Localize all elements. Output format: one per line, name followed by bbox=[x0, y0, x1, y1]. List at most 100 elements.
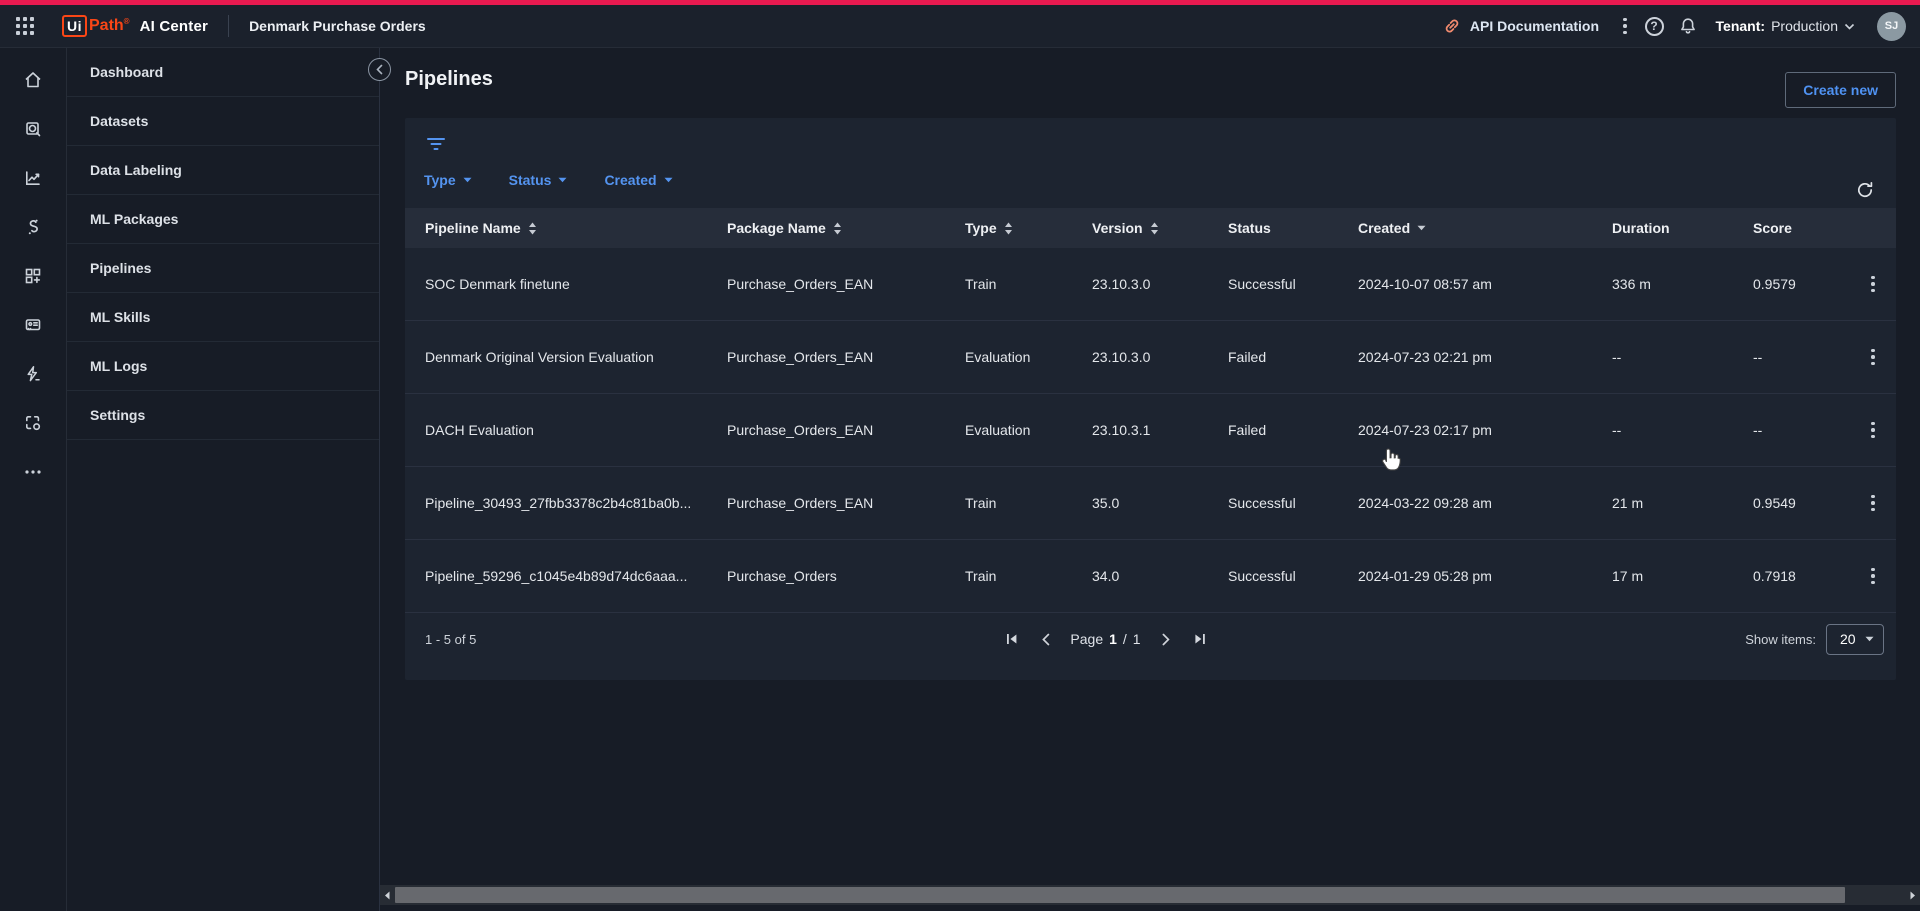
table-footer: 1 - 5 of 5 Page 1 / 1 bbox=[405, 613, 1896, 665]
scroll-right-icon[interactable] bbox=[1906, 891, 1920, 900]
dashboard-icon[interactable] bbox=[23, 70, 43, 90]
filter-created[interactable]: Created bbox=[604, 172, 673, 188]
previous-page-button[interactable] bbox=[1034, 629, 1056, 650]
ml-skills-icon[interactable] bbox=[23, 315, 43, 335]
cell-type: Evaluation bbox=[965, 422, 1031, 438]
last-page-button[interactable] bbox=[1187, 628, 1213, 650]
cell-pipeline-name: Denmark Original Version Evaluation bbox=[425, 349, 654, 365]
sidebar: Dashboard Datasets Data Labeling ML Pack… bbox=[67, 48, 391, 911]
ml-logs-icon[interactable] bbox=[23, 364, 43, 384]
page-size-select[interactable]: 20 bbox=[1826, 623, 1884, 655]
cell-created: 2024-07-23 02:21 pm bbox=[1358, 349, 1492, 365]
row-actions-menu-icon[interactable] bbox=[1867, 418, 1879, 443]
product-name: AI Center bbox=[139, 17, 209, 35]
avatar[interactable]: SJ bbox=[1877, 11, 1906, 41]
cell-created: 2024-03-22 09:28 am bbox=[1358, 495, 1492, 511]
cell-package-name: Purchase_Orders bbox=[727, 568, 837, 584]
next-page-button[interactable] bbox=[1155, 629, 1177, 650]
ml-packages-icon[interactable] bbox=[23, 217, 43, 237]
brand-accent-bar bbox=[0, 0, 1920, 5]
datasets-icon[interactable] bbox=[23, 119, 43, 139]
table-header: Pipeline Name Package Name Type Version … bbox=[405, 208, 1896, 248]
column-duration[interactable]: Duration bbox=[1612, 220, 1670, 236]
horizontal-scrollbar[interactable] bbox=[380, 885, 1920, 905]
column-package-name[interactable]: Package Name bbox=[727, 220, 965, 236]
help-icon[interactable]: ? bbox=[1644, 16, 1664, 36]
sidebar-item-ml-skills[interactable]: ML Skills bbox=[67, 293, 379, 342]
sidebar-item-ml-logs[interactable]: ML Logs bbox=[67, 342, 379, 391]
column-created[interactable]: Created bbox=[1358, 220, 1612, 236]
notifications-icon[interactable] bbox=[1678, 16, 1698, 36]
page-title: Pipelines bbox=[405, 68, 493, 90]
cell-status: Successful bbox=[1228, 495, 1296, 511]
column-type[interactable]: Type bbox=[965, 220, 1092, 236]
chevron-down-icon bbox=[1865, 636, 1874, 642]
cell-status: Failed bbox=[1228, 422, 1267, 438]
sidebar-item-settings[interactable]: Settings bbox=[67, 391, 379, 440]
results-range: 1 - 5 of 5 bbox=[425, 631, 477, 647]
row-actions-menu-icon[interactable] bbox=[1867, 345, 1879, 370]
sidebar-item-pipelines[interactable]: Pipelines bbox=[67, 244, 379, 293]
row-actions-menu-icon[interactable] bbox=[1867, 491, 1879, 516]
table-row[interactable]: SOC Denmark finetune Purchase_Orders_EAN… bbox=[405, 248, 1896, 321]
topbar-overflow-menu-icon[interactable] bbox=[1619, 14, 1631, 39]
column-pipeline-name[interactable]: Pipeline Name bbox=[425, 220, 727, 236]
sort-icon bbox=[528, 222, 536, 234]
uipath-logo-mark: Ui bbox=[62, 15, 87, 37]
icon-rail bbox=[0, 48, 67, 911]
settings-icon[interactable] bbox=[23, 413, 43, 433]
app-launcher-icon[interactable] bbox=[16, 17, 34, 35]
sort-icon bbox=[833, 222, 841, 234]
sidebar-collapse-button[interactable] bbox=[368, 58, 391, 81]
cell-version: 23.10.3.0 bbox=[1092, 349, 1151, 365]
sidebar-item-data-labeling[interactable]: Data Labeling bbox=[67, 146, 379, 195]
cell-score: -- bbox=[1753, 422, 1763, 438]
table-row[interactable]: Denmark Original Version Evaluation Purc… bbox=[405, 321, 1896, 394]
create-new-button[interactable]: Create new bbox=[1785, 72, 1896, 108]
link-icon bbox=[1442, 16, 1462, 36]
total-pages: 1 bbox=[1132, 631, 1141, 647]
cell-package-name: Purchase_Orders_EAN bbox=[727, 276, 874, 292]
data-labeling-icon[interactable] bbox=[23, 168, 43, 188]
filter-status[interactable]: Status bbox=[509, 172, 568, 188]
column-version[interactable]: Version bbox=[1092, 220, 1228, 236]
cell-duration: 336 m bbox=[1612, 276, 1651, 292]
row-actions-menu-icon[interactable] bbox=[1867, 272, 1879, 297]
cell-status: Successful bbox=[1228, 276, 1296, 292]
cell-version: 34.0 bbox=[1092, 568, 1120, 584]
chevron-down-icon bbox=[1844, 23, 1855, 30]
table-row[interactable]: Pipeline_30493_27fbb3378c2b4c81ba0b... P… bbox=[405, 467, 1896, 540]
table-row[interactable]: DACH Evaluation Purchase_Orders_EAN Eval… bbox=[405, 394, 1896, 467]
chevron-left-icon bbox=[376, 64, 383, 75]
cell-status: Failed bbox=[1228, 349, 1267, 365]
filter-type[interactable]: Type bbox=[424, 172, 472, 188]
column-score[interactable]: Score bbox=[1753, 220, 1792, 236]
table-row[interactable]: Pipeline_59296_c1045e4b89d74dc6aaa... Pu… bbox=[405, 540, 1896, 613]
scroll-left-icon[interactable] bbox=[380, 891, 394, 900]
app-body: Dashboard Datasets Data Labeling ML Pack… bbox=[0, 48, 1920, 911]
cell-pipeline-name: DACH Evaluation bbox=[425, 422, 534, 438]
api-documentation-link[interactable]: API Documentation bbox=[1442, 16, 1599, 36]
column-status[interactable]: Status bbox=[1228, 220, 1271, 236]
cell-type: Train bbox=[965, 568, 997, 584]
pipelines-icon[interactable] bbox=[23, 266, 43, 286]
chevron-down-icon bbox=[558, 177, 567, 183]
cell-package-name: Purchase_Orders_EAN bbox=[727, 422, 874, 438]
first-page-button[interactable] bbox=[998, 628, 1024, 650]
row-actions-menu-icon[interactable] bbox=[1867, 564, 1879, 589]
sidebar-item-datasets[interactable]: Datasets bbox=[67, 97, 379, 146]
filter-icon[interactable] bbox=[405, 118, 451, 152]
more-icon[interactable] bbox=[23, 462, 43, 482]
cell-duration: -- bbox=[1612, 422, 1622, 438]
sidebar-item-dashboard[interactable]: Dashboard bbox=[67, 48, 379, 97]
topbar: Ui Path® AI Center Denmark Purchase Orde… bbox=[0, 5, 1920, 48]
sort-desc-icon bbox=[1417, 225, 1426, 231]
cell-type: Evaluation bbox=[965, 349, 1031, 365]
tenant-selector[interactable]: Tenant: Production bbox=[1716, 18, 1855, 34]
sidebar-item-ml-packages[interactable]: ML Packages bbox=[67, 195, 379, 244]
pipelines-card: Type Status Created Pipeline Name bbox=[405, 118, 1896, 680]
scrollbar-thumb[interactable] bbox=[395, 887, 1845, 903]
refresh-icon[interactable] bbox=[1855, 180, 1875, 200]
uipath-logo-path: Path® bbox=[89, 17, 130, 34]
cell-score: 0.9579 bbox=[1753, 276, 1796, 292]
